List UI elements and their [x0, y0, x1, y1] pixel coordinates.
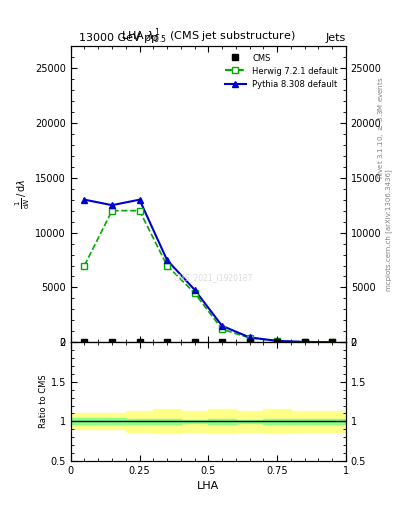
- Text: CMS_2021_I1920187: CMS_2021_I1920187: [174, 272, 253, 282]
- Y-axis label: $\frac{1}{\mathrm{d}N}\,/\,\mathrm{d}\lambda$: $\frac{1}{\mathrm{d}N}\,/\,\mathrm{d}\la…: [14, 179, 32, 209]
- Text: Jets: Jets: [325, 33, 346, 44]
- Legend: CMS, Herwig 7.2.1 default, Pythia 8.308 default: CMS, Herwig 7.2.1 default, Pythia 8.308 …: [222, 50, 342, 92]
- Text: 13000 GeV pp: 13000 GeV pp: [79, 33, 158, 44]
- X-axis label: LHA: LHA: [197, 481, 219, 491]
- Title: LHA $\lambda^{1}_{0.5}$ (CMS jet substructure): LHA $\lambda^{1}_{0.5}$ (CMS jet substru…: [121, 27, 296, 46]
- Y-axis label: Ratio to CMS: Ratio to CMS: [39, 375, 48, 429]
- Text: Rivet 3.1.10, $\geq$ 3.3M events: Rivet 3.1.10, $\geq$ 3.3M events: [376, 77, 386, 179]
- Text: mcplots.cern.ch [arXiv:1306.3436]: mcplots.cern.ch [arXiv:1306.3436]: [386, 169, 393, 291]
